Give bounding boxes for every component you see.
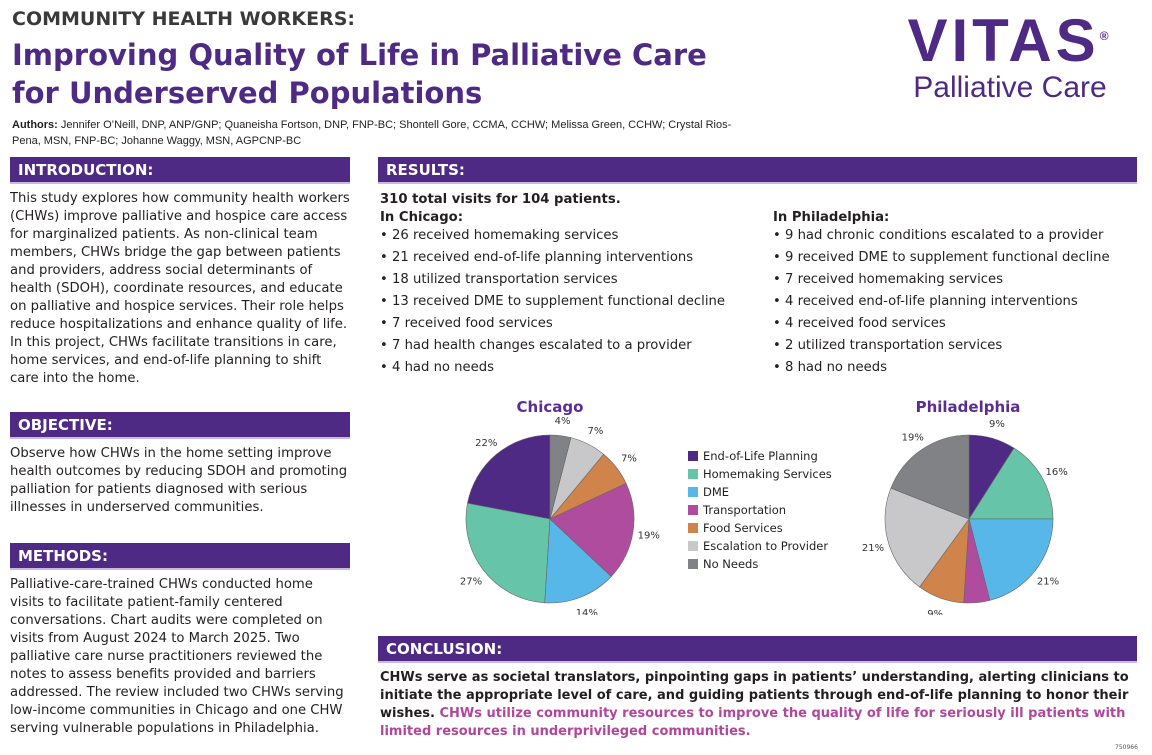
pie-data-label: 14% — [576, 608, 598, 615]
chicago-result-item: 7 had health changes escalated to a prov… — [380, 335, 760, 357]
pie-slice — [890, 434, 970, 520]
methods-section: METHODS: Palliative-care-trained CHWs co… — [10, 543, 350, 738]
conclusion-section: CONCLUSION: CHWs serve as societal trans… — [378, 636, 1137, 741]
pie-data-label: 16% — [1046, 467, 1068, 478]
legend-label: Transportation — [703, 503, 787, 517]
pie-slice — [465, 502, 551, 604]
registered-mark: ® — [1099, 29, 1113, 43]
legend-item: End-of-Life Planning — [688, 447, 832, 465]
chicago-results: In Chicago: 26 received homemaking servi… — [380, 210, 760, 379]
pie-slice — [549, 434, 572, 520]
poster-title: Improving Quality of Life in Palliative … — [12, 38, 707, 110]
pie-slice — [968, 447, 1054, 520]
pie-data-label: 21% — [862, 543, 884, 554]
legend-item: Food Services — [688, 519, 832, 537]
legend-swatch — [688, 523, 698, 533]
results-summary: 310 total visits for 104 patients. — [380, 192, 621, 207]
philadelphia-pie-chart: 9%16%21%5%9%21%19% — [862, 419, 1068, 615]
chicago-result-item: 21 received end-of-life planning interve… — [380, 247, 760, 269]
legend-swatch — [688, 559, 698, 569]
introduction-text: This study explores how community health… — [10, 191, 350, 386]
objective-heading: OBJECTIVE: — [10, 412, 350, 439]
methods-heading: METHODS: — [10, 543, 350, 570]
philadelphia-chart-title: Philadelphia — [915, 398, 1021, 416]
pie-slice — [549, 482, 635, 577]
legend-label: Homemaking Services — [703, 467, 832, 481]
pie-data-label: 19% — [638, 531, 660, 542]
conclusion-highlight: CHWs utilize community resources to impr… — [380, 706, 1126, 739]
chicago-pie-chart: 22% 27% 14% 19% 7% 7% 4% — [460, 416, 660, 615]
chicago-result-item: 7 received food services — [380, 313, 760, 335]
pie-data-label: 22% — [475, 438, 497, 449]
vitas-logo: VITAS® Palliative Care — [890, 6, 1130, 105]
philadelphia-result-item: 9 received DME to supplement functional … — [773, 247, 1143, 269]
pie-slice — [884, 487, 970, 588]
pie-data-label: 4% — [555, 416, 571, 427]
introduction-heading: INTRODUCTION: — [10, 157, 350, 184]
philadelphia-result-item: 2 utilized transportation services — [773, 335, 1143, 357]
chicago-result-item: 26 received homemaking services — [380, 225, 760, 247]
objective-section: OBJECTIVE: Observe how CHWs in the home … — [10, 412, 350, 517]
authors: Authors: Jennifer O’Neill, DNP, ANP/GNP;… — [12, 117, 732, 149]
legend-swatch — [688, 541, 698, 551]
legend-item: DME — [688, 483, 832, 501]
chicago-chart-title: Chicago — [516, 398, 584, 416]
logo-sub: Palliative Care — [913, 71, 1107, 104]
legend-label: No Needs — [703, 557, 759, 571]
philadelphia-result-item: 8 had no needs — [773, 357, 1143, 379]
pie-data-label: 9% — [989, 419, 1005, 430]
authors-list: Jennifer O’Neill, DNP, ANP/GNP; Quaneish… — [12, 119, 732, 147]
chicago-label: In Chicago: — [380, 210, 463, 225]
poster-kicker: COMMUNITY HEALTH WORKERS: — [12, 8, 356, 30]
introduction-section: INTRODUCTION: This study explores how co… — [10, 157, 350, 388]
conclusion-body: CHWs serve as societal translators, pinp… — [380, 670, 1129, 721]
chicago-list: 26 received homemaking services21 receiv… — [380, 225, 760, 379]
philadelphia-label: In Philadelphia: — [773, 210, 890, 225]
legend-label: End-of-Life Planning — [703, 449, 818, 463]
objective-text: Observe how CHWs in the home setting imp… — [10, 446, 348, 515]
conclusion-text: CHWs serve as societal translators, pinp… — [378, 669, 1137, 741]
legend-item: Transportation — [688, 501, 832, 519]
philadelphia-result-item: 9 had chronic conditions escalated to a … — [773, 225, 1143, 247]
logo-brand: VITAS — [907, 7, 1100, 74]
legend-swatch — [688, 469, 698, 479]
legend-label: Escalation to Provider — [703, 539, 829, 553]
chicago-result-item: 4 had no needs — [380, 357, 760, 379]
legend-item: Escalation to Provider — [688, 537, 832, 555]
pie-data-label: 27% — [460, 576, 482, 587]
pie-data-label: 7% — [621, 454, 637, 465]
philadelphia-list: 9 had chronic conditions escalated to a … — [773, 225, 1143, 379]
legend-swatch — [688, 505, 698, 515]
chicago-result-item: 13 received DME to supplement functional… — [380, 291, 760, 313]
legend-swatch — [688, 451, 698, 461]
philadelphia-results: In Philadelphia: 9 had chronic condition… — [773, 210, 1143, 379]
legend-item: Homemaking Services — [688, 465, 832, 483]
conclusion-heading: CONCLUSION: — [378, 636, 1137, 663]
authors-label: Authors: — [12, 119, 58, 131]
chicago-result-item: 18 utilized transportation services — [380, 269, 760, 291]
legend-item: No Needs — [688, 555, 832, 573]
pie-data-label: 7% — [587, 426, 603, 437]
legend-swatch — [688, 487, 698, 497]
poster-code: 750966 — [1115, 744, 1138, 751]
philadelphia-result-item: 4 received food services — [773, 313, 1143, 335]
pie-slice — [968, 518, 1054, 601]
results-heading: RESULTS: — [378, 157, 1137, 184]
pie-slice — [544, 518, 612, 604]
pie-data-label: 9% — [927, 609, 943, 615]
legend-label: DME — [703, 485, 730, 499]
pie-data-label: 21% — [1037, 576, 1059, 587]
pie-data-label: 19% — [902, 432, 924, 443]
results-section: RESULTS: — [378, 157, 1137, 184]
philadelphia-result-item: 7 received homemaking services — [773, 269, 1143, 291]
chart-legend: End-of-Life Planning Homemaking Services D… — [688, 447, 832, 573]
pie-slice — [467, 434, 551, 520]
philadelphia-result-item: 4 received end-of-life planning interven… — [773, 291, 1143, 313]
legend-label: Food Services — [703, 521, 783, 535]
methods-text: Palliative-care-trained CHWs conducted h… — [10, 577, 344, 736]
